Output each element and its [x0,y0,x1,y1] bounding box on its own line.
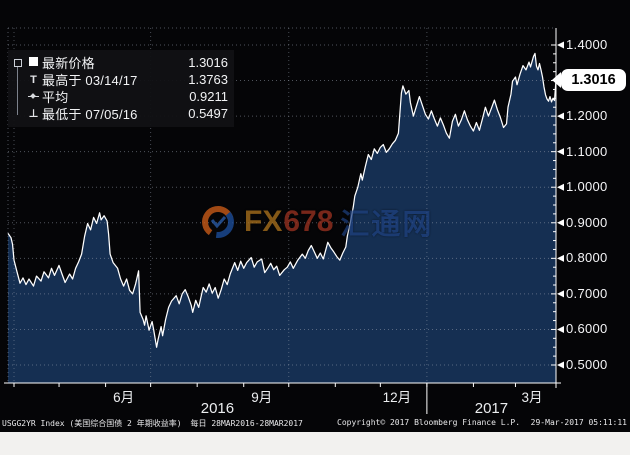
footer-security-info: USGG2YR Index (美国综合国债 2 年期收益率) 每日 28MAR20… [2,418,303,429]
y-tick-arrow [557,325,564,333]
y-tick-arrow [557,219,564,227]
y-axis-label: 0.7000 [566,285,608,301]
x-axis-month-label: 6月 [113,390,135,405]
high-marker-icon: T [30,73,37,86]
y-axis-label: 1.4000 [566,37,608,52]
last-price-flag: 1.3016 [552,69,626,91]
legend-value-low: 0.5497 [188,106,228,121]
y-axis-label: 0.9000 [566,214,608,230]
footer-bar: USGG2YR Index (美国综合国债 2 年期收益率) 每日 28MAR20… [0,414,630,431]
legend-value-high: 1.3763 [188,72,228,87]
average-marker-icon [28,93,39,100]
y-axis-label: 1.2000 [566,108,608,124]
y-tick-arrow [557,148,564,156]
y-axis-label: 0.8000 [566,250,608,266]
y-tick-arrow [557,290,564,298]
data-frequency: 每日 [190,419,207,428]
area-fill [8,53,556,384]
y-axis-label: 1.1000 [566,143,608,159]
series-swatch-icon [29,56,38,66]
legend-row-last: 最新价格 1.3016 [12,54,228,71]
low-marker-icon: ⊥ [28,108,39,120]
legend-value-last: 1.3016 [188,55,228,70]
security-name: USGG2YR Index (美国综合国债 2 年期收益率) [2,419,182,428]
x-axis-month-label: 3月 [521,390,543,405]
timestamp-text: 29-Mar-2017 05:11:11 [530,418,627,427]
y-axis-label: 1.0000 [566,179,608,195]
legend-label-low: 最低于 07/05/16 [42,107,138,122]
x-axis-year-label: 2017 [474,400,509,417]
legend-tree-root-icon [14,59,22,67]
legend-row-average: 平均 0.9211 [12,88,228,105]
price-chart-plot[interactable] [0,0,630,432]
y-tick-arrow [557,41,564,49]
legend-value-average: 0.9211 [189,89,228,104]
legend-label-high: 最高于 03/14/17 [42,73,138,88]
y-axis-label: 0.5000 [566,357,608,372]
x-axis-year-label: 2016 [200,400,235,417]
y-tick-arrow [557,183,564,191]
legend-row-low: ⊥ 最低于 07/05/16 0.5497 [12,105,228,122]
legend-tree-line [17,67,18,115]
bottom-margin-strip [0,432,630,455]
legend-row-high: T 最高于 03/14/17 1.3763 [12,71,228,88]
legend-label-average: 平均 [42,90,69,105]
y-tick-arrow [557,254,564,262]
x-axis-month-label: 9月 [251,390,273,405]
y-axis-label: 0.6000 [566,321,608,337]
date-range: 28MAR2016-28MAR2017 [211,419,303,428]
y-tick-arrow [557,112,564,120]
legend-label-last: 最新价格 [42,56,95,71]
chart-legend[interactable]: 最新价格 1.3016 T 最高于 03/14/17 1.3763 平均 0.9… [8,50,234,127]
price-line [7,52,557,348]
x-axis-month-label: 12月 [382,390,412,405]
y-tick-arrow [557,361,564,369]
copyright-text: Copyright© 2017 Bloomberg Finance L.P. [337,418,521,427]
